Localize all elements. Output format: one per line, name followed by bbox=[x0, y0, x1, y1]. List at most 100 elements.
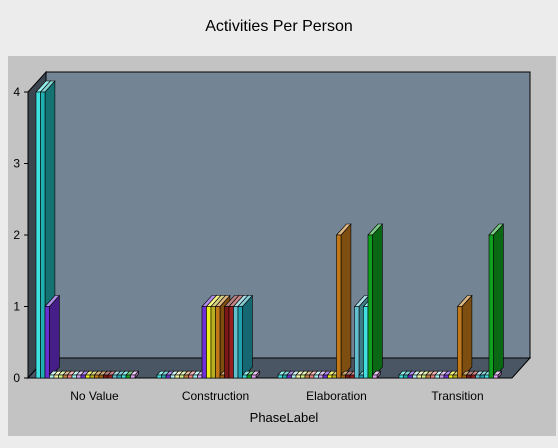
bar bbox=[443, 374, 449, 379]
bar bbox=[112, 374, 118, 379]
bar bbox=[121, 374, 127, 379]
y-tick-label: 4 bbox=[13, 85, 20, 99]
bar bbox=[125, 374, 131, 379]
bar bbox=[318, 374, 324, 379]
bar-side bbox=[340, 223, 352, 379]
bar bbox=[224, 306, 230, 379]
bar bbox=[349, 374, 355, 379]
bar-side bbox=[493, 223, 504, 379]
bar bbox=[282, 374, 288, 379]
bar bbox=[49, 374, 55, 379]
bar bbox=[228, 306, 234, 379]
bar bbox=[192, 374, 198, 379]
bar bbox=[470, 374, 476, 379]
y-tick-label: 0 bbox=[13, 371, 20, 385]
bar bbox=[372, 374, 378, 379]
bar bbox=[277, 374, 283, 379]
bar bbox=[358, 374, 364, 379]
bar bbox=[201, 306, 207, 379]
bar bbox=[103, 374, 109, 379]
bar-side bbox=[242, 294, 253, 379]
bar bbox=[53, 374, 59, 379]
x-tick-label: Construction bbox=[182, 389, 249, 403]
bar bbox=[174, 374, 180, 379]
bar bbox=[219, 374, 225, 379]
bar bbox=[484, 374, 490, 379]
bar bbox=[246, 374, 252, 379]
bar bbox=[71, 374, 77, 379]
bar bbox=[242, 374, 248, 379]
bar bbox=[44, 306, 50, 379]
x-axis-title: PhaseLabel bbox=[250, 410, 319, 425]
bar bbox=[416, 374, 422, 379]
bar bbox=[367, 234, 373, 379]
bar bbox=[85, 374, 91, 379]
bar bbox=[403, 374, 409, 379]
bar bbox=[116, 374, 122, 379]
bar bbox=[488, 234, 494, 379]
bar bbox=[170, 374, 176, 379]
bar bbox=[475, 374, 481, 379]
bar bbox=[107, 374, 113, 379]
bar bbox=[327, 374, 333, 379]
bar bbox=[237, 306, 243, 379]
bar bbox=[179, 374, 185, 379]
bar bbox=[233, 306, 239, 379]
y-tick-label: 2 bbox=[13, 228, 20, 242]
bar bbox=[165, 374, 171, 379]
bar bbox=[40, 91, 46, 379]
bar bbox=[457, 306, 463, 379]
bar bbox=[251, 374, 257, 379]
bar bbox=[80, 374, 86, 379]
bar bbox=[89, 374, 95, 379]
bar bbox=[439, 374, 445, 379]
bar bbox=[407, 374, 413, 379]
bar bbox=[331, 374, 337, 379]
bar-side bbox=[49, 294, 60, 379]
bar bbox=[210, 306, 216, 379]
bar bbox=[286, 374, 292, 379]
y-tick-label: 1 bbox=[13, 300, 20, 314]
x-tick-label: Elaboration bbox=[306, 389, 367, 403]
bar bbox=[35, 91, 41, 379]
bar bbox=[493, 374, 499, 379]
bar bbox=[452, 374, 458, 379]
bar bbox=[398, 374, 404, 379]
bar bbox=[161, 374, 167, 379]
bar bbox=[421, 374, 427, 379]
bar bbox=[309, 374, 315, 379]
bar bbox=[412, 374, 418, 379]
bar bbox=[434, 374, 440, 379]
bar bbox=[156, 374, 162, 379]
plot-back-wall bbox=[26, 70, 532, 380]
bar bbox=[461, 374, 467, 379]
tick-labels: 0 1 2 3 4 No Value Construction Elaboration Tran… bbox=[13, 85, 483, 425]
bar bbox=[188, 374, 194, 379]
bar bbox=[295, 374, 301, 379]
bar bbox=[466, 374, 472, 379]
bar bbox=[304, 374, 310, 379]
bar bbox=[479, 374, 485, 379]
bar-side bbox=[372, 223, 383, 379]
bar bbox=[363, 306, 369, 379]
bar bbox=[76, 374, 82, 379]
x-tick-label: No Value bbox=[70, 389, 119, 403]
bar bbox=[430, 374, 436, 379]
bar bbox=[322, 374, 328, 379]
bar bbox=[336, 234, 342, 379]
bar bbox=[313, 374, 319, 379]
bar-series bbox=[35, 80, 505, 379]
bar bbox=[340, 374, 346, 379]
bar bbox=[425, 374, 431, 379]
bar bbox=[215, 306, 221, 379]
bar bbox=[354, 306, 360, 379]
bar bbox=[130, 374, 136, 379]
bar bbox=[58, 374, 64, 379]
bar-side bbox=[461, 294, 473, 379]
bar bbox=[300, 374, 306, 379]
chart-title: Activities Per Person bbox=[205, 18, 353, 35]
y-tick-label: 3 bbox=[13, 157, 20, 171]
bar bbox=[98, 374, 104, 379]
bar bbox=[206, 306, 212, 379]
